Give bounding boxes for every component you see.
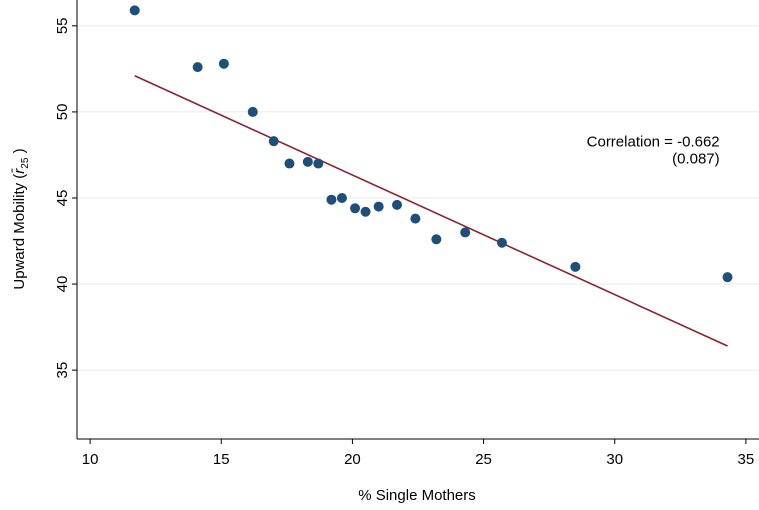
y-axis: 35 40 45 50 55	[54, 0, 78, 439]
data-point	[360, 206, 371, 217]
data-point	[326, 194, 337, 205]
data-point	[570, 261, 581, 272]
correlation-label: Correlation = -0.662	[587, 133, 720, 150]
data-point	[284, 158, 295, 169]
data-point	[192, 62, 203, 73]
x-tick-label: 30	[606, 451, 623, 468]
data-point	[247, 106, 258, 117]
data-point	[313, 158, 324, 169]
y-tick-label: 50	[54, 104, 71, 121]
data-point	[373, 201, 384, 212]
data-point	[496, 237, 507, 248]
y-tick-label: 45	[54, 190, 71, 207]
fit-line	[134, 75, 728, 347]
y-tick-label: 40	[54, 276, 71, 293]
x-tick-label: 15	[213, 451, 230, 468]
x-axis: 10 15 20 25 30 35	[77, 438, 759, 468]
y-tick-label: 35	[54, 362, 71, 379]
data-point	[431, 234, 442, 245]
grid-lines	[77, 25, 759, 371]
points-layer	[129, 5, 733, 283]
data-point	[350, 203, 361, 214]
data-point	[392, 199, 403, 210]
data-point	[336, 192, 347, 203]
y-tick-label: 55	[54, 17, 71, 34]
x-axis-title: % Single Mothers	[358, 487, 476, 504]
data-point	[302, 156, 313, 167]
x-tick-label: 35	[738, 451, 755, 468]
data-point	[129, 5, 140, 16]
fit-line-layer	[134, 75, 728, 347]
data-point	[410, 213, 421, 224]
y-axis-title: Upward Mobility (r̄25 )	[11, 148, 31, 289]
x-tick-label: 10	[82, 451, 99, 468]
data-point	[268, 136, 279, 147]
data-point	[722, 272, 733, 283]
correlation-annotation: Correlation = -0.662 (0.087)	[587, 133, 720, 167]
x-tick-label: 25	[475, 451, 492, 468]
data-point	[218, 58, 229, 69]
data-point	[460, 227, 471, 238]
correlation-se-label: (0.087)	[672, 150, 720, 167]
x-tick-label: 20	[344, 451, 361, 468]
